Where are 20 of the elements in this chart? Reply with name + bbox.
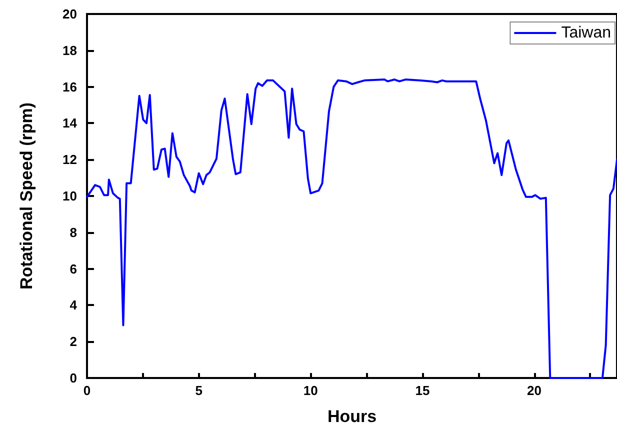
- y-tick-label: 18: [62, 42, 77, 58]
- y-tick-label: 20: [62, 6, 77, 22]
- y-tick-label: 6: [70, 261, 77, 276]
- x-tick-label: 15: [415, 383, 430, 398]
- x-axis-title: Hours: [327, 407, 377, 426]
- y-tick-label: 8: [70, 224, 77, 240]
- y-tick-label: 10: [62, 188, 77, 204]
- x-tick-label: 10: [303, 383, 318, 398]
- legend-label: Taiwan: [561, 24, 612, 42]
- y-tick-label: 14: [62, 116, 78, 131]
- line-series: [86, 78, 617, 379]
- y-tick-label: 0: [70, 370, 77, 386]
- y-tick-label: 16: [62, 79, 77, 94]
- x-tick-label: 5: [195, 383, 202, 398]
- y-tick-label: 2: [70, 334, 77, 350]
- x-tick-label: 0: [83, 383, 91, 398]
- y-tick-label: 12: [62, 152, 77, 168]
- y-axis-title: Rotational Speed (rpm): [17, 102, 36, 290]
- x-tick-label: 20: [527, 383, 542, 398]
- y-tick-label: 4: [70, 298, 78, 313]
